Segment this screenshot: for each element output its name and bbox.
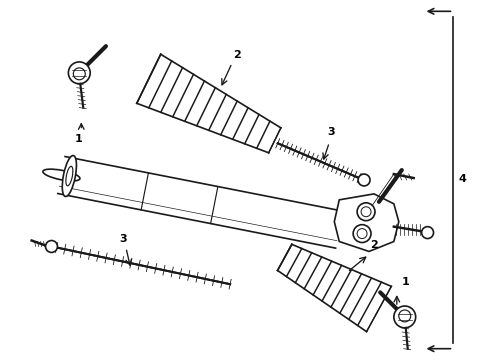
Circle shape (46, 240, 57, 252)
Text: 2: 2 (233, 50, 241, 60)
Ellipse shape (62, 156, 76, 197)
Text: 2: 2 (370, 240, 378, 251)
Circle shape (361, 207, 371, 217)
Circle shape (69, 62, 90, 84)
Ellipse shape (43, 169, 80, 181)
Circle shape (357, 203, 375, 221)
Ellipse shape (66, 166, 73, 186)
Text: 3: 3 (327, 127, 335, 138)
Text: 4: 4 (458, 174, 466, 184)
Text: 1: 1 (402, 277, 410, 287)
Circle shape (74, 68, 85, 80)
Polygon shape (58, 157, 343, 248)
Text: 1: 1 (74, 134, 82, 144)
Circle shape (353, 225, 371, 243)
Circle shape (394, 306, 416, 328)
Circle shape (399, 310, 411, 322)
Polygon shape (277, 244, 392, 332)
Text: 3: 3 (119, 234, 126, 243)
Polygon shape (334, 194, 399, 251)
Circle shape (357, 229, 367, 239)
Circle shape (421, 227, 434, 239)
Polygon shape (137, 54, 281, 153)
Circle shape (358, 174, 370, 186)
